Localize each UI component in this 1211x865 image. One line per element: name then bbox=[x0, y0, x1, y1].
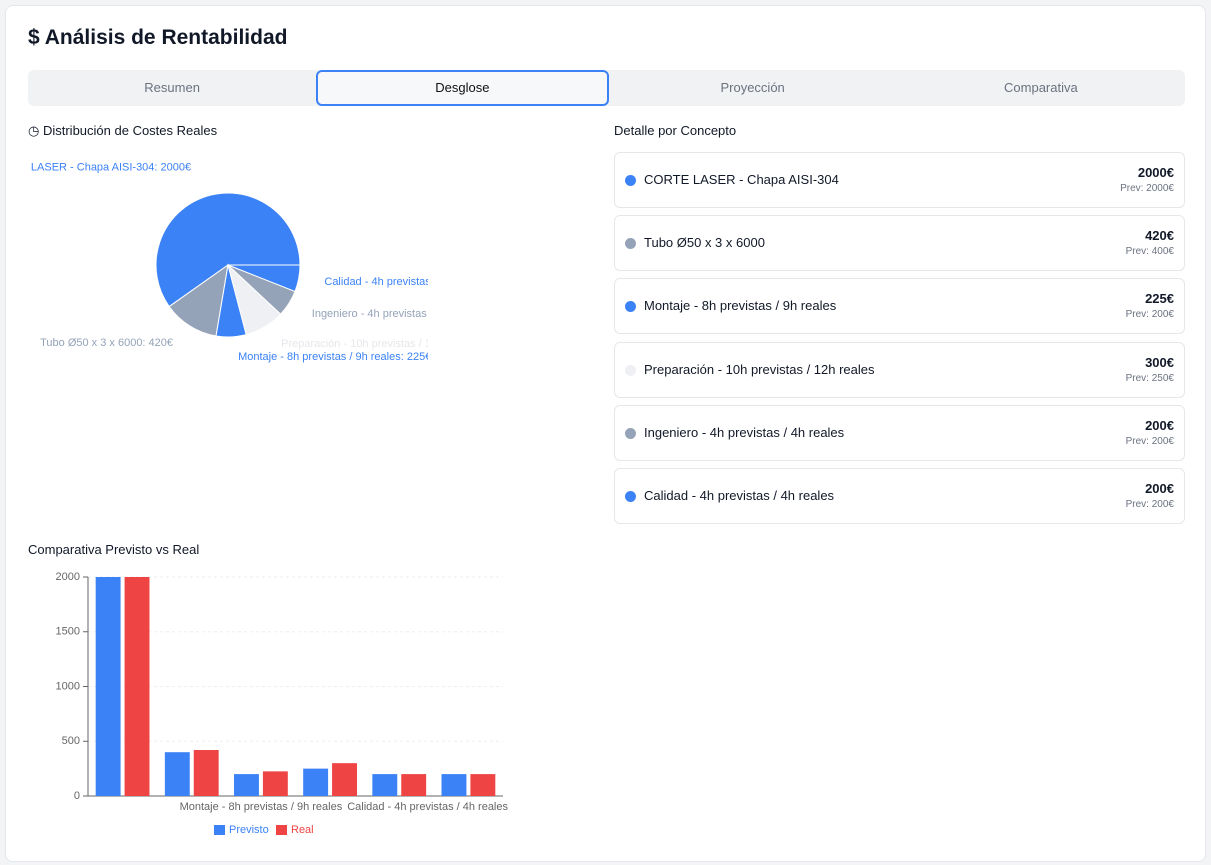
detail-dot bbox=[625, 364, 636, 376]
detail-card: Tubo Ø50 x 3 x 6000 420€ Prev: 400€ bbox=[614, 215, 1185, 272]
legend-swatch bbox=[276, 825, 287, 835]
tab[interactable]: Proyección bbox=[720, 80, 785, 95]
legend-swatch bbox=[214, 825, 225, 835]
pie-label: Ingeniero - 4h previstas / 4h reales: 20… bbox=[312, 308, 512, 320]
pie-label: Tubo Ø50 x 3 x 6000: 420€ bbox=[40, 337, 173, 349]
detail-name: Tubo Ø50 x 3 x 6000 bbox=[644, 235, 765, 251]
tab[interactable]: Resumen bbox=[144, 80, 200, 95]
detail-prev: Prev: 2000€ bbox=[1120, 183, 1174, 194]
pie-heading: ◷ Distribución de Costes Reales bbox=[28, 123, 218, 138]
detail-prev: Prev: 200€ bbox=[1125, 309, 1174, 321]
detail-name: Calidad - 4h previstas / 4h reales bbox=[644, 488, 835, 503]
pie-label: Preparación - 10h previstas / 12h reales… bbox=[281, 338, 507, 350]
pie-slice bbox=[168, 263, 229, 337]
detail-value: 420€ bbox=[1145, 228, 1174, 244]
bar bbox=[372, 774, 398, 796]
y-tick-label: 1000 bbox=[56, 680, 80, 692]
y-tick-label: 500 bbox=[62, 735, 80, 747]
detail-value: 300€ bbox=[1145, 354, 1174, 370]
pie-label: CORTE LASER - Chapa AISI-304: 2000€ bbox=[6, 162, 191, 174]
x-tick-label: Calidad - 4h previstas / 4h reales bbox=[347, 801, 508, 813]
panel: $ Análisis de Rentabilidad Resumen Desglo… bbox=[5, 5, 1206, 862]
detail-card: Calidad - 4h previstas / 4h reales 200€ Pr… bbox=[614, 468, 1185, 524]
bar bbox=[303, 768, 329, 796]
detail-prev: Prev: 400€ bbox=[1125, 246, 1174, 258]
bar bbox=[95, 577, 121, 796]
detail-name: CORTE LASER - Chapa AISI-304 bbox=[644, 172, 839, 187]
title: $ Análisis de Rentabilidad bbox=[28, 26, 288, 49]
y-tick-label: 1500 bbox=[56, 626, 80, 638]
detail-value: 200€ bbox=[1145, 481, 1174, 496]
bar bbox=[124, 577, 150, 796]
details-title: Detalle por Concepto bbox=[614, 123, 737, 138]
detail-card: CORTE LASER - Chapa AISI-304 2000€ Prev: 2… bbox=[614, 152, 1185, 208]
detail-name: Montaje - 8h previstas / 9h reales bbox=[644, 298, 837, 314]
detail-card: Ingeniero - 4h previstas / 4h reales 200€… bbox=[614, 404, 1185, 461]
bar-title: Comparativa Previsto vs Real bbox=[28, 542, 200, 557]
detail-card: Montaje - 8h previstas / 9h reales 225€ Pr… bbox=[614, 278, 1185, 335]
legend-label: Previsto bbox=[229, 824, 269, 836]
detail-card: Preparación - 10h previstas / 12h reales… bbox=[614, 341, 1185, 398]
tab[interactable]: Comparativa bbox=[1004, 80, 1078, 95]
bar bbox=[262, 771, 288, 796]
detail-dot bbox=[625, 238, 636, 250]
bar bbox=[470, 774, 496, 796]
pie-label: Montaje - 8h previstas / 9h reales: 225€ bbox=[238, 351, 431, 363]
bar bbox=[164, 752, 190, 796]
detail-prev: Prev: 200€ bbox=[1125, 435, 1174, 447]
detail-dot bbox=[625, 491, 636, 502]
detail-value: 200€ bbox=[1145, 417, 1174, 433]
bar bbox=[332, 763, 357, 796]
detail-name: Ingeniero - 4h previstas / 4h reales bbox=[644, 424, 845, 440]
detail-prev: Prev: 250€ bbox=[1125, 372, 1174, 384]
bar-chart: 0 500 1000 1500 2000 Montaje - 8h previstas /… bbox=[56, 571, 509, 836]
bar bbox=[234, 774, 259, 796]
pie-label: Calidad - 4h previstas / 4h reales: 200€ bbox=[324, 276, 515, 288]
pie-title: Distribución de Costes Reales bbox=[42, 123, 218, 138]
tab-bar: Resumen Desglose Proyección Comparativa bbox=[28, 70, 1185, 106]
detail-prev: Prev: 200€ bbox=[1125, 499, 1174, 510]
detail-dot bbox=[625, 175, 636, 186]
detail-value: 225€ bbox=[1145, 291, 1174, 307]
bar bbox=[441, 774, 467, 796]
y-tick-label: 0 bbox=[74, 790, 80, 802]
pie-slice bbox=[227, 264, 301, 293]
detail-name: Preparación - 10h previstas / 12h reales bbox=[644, 361, 875, 377]
pie-chart: CORTE LASER - Chapa AISI-304: 2000€ Tubo … bbox=[6, 162, 515, 363]
bar bbox=[193, 750, 219, 796]
detail-value: 2000€ bbox=[1137, 165, 1174, 180]
pie-slice bbox=[155, 192, 301, 308]
title-text: Análisis de Rentabilidad bbox=[44, 26, 288, 49]
detail-dot bbox=[625, 301, 636, 313]
x-tick-label: Montaje - 8h previstas / 9h reales bbox=[180, 801, 343, 813]
tab[interactable]: Desglose bbox=[316, 70, 609, 106]
legend-label: Real bbox=[291, 824, 314, 836]
charts: CORTE LASER - Chapa AISI-304: 2000€ Tubo … bbox=[6, 162, 515, 836]
bar bbox=[401, 774, 427, 796]
y-tick-label: 2000 bbox=[56, 571, 80, 583]
detail-dot bbox=[625, 427, 636, 439]
